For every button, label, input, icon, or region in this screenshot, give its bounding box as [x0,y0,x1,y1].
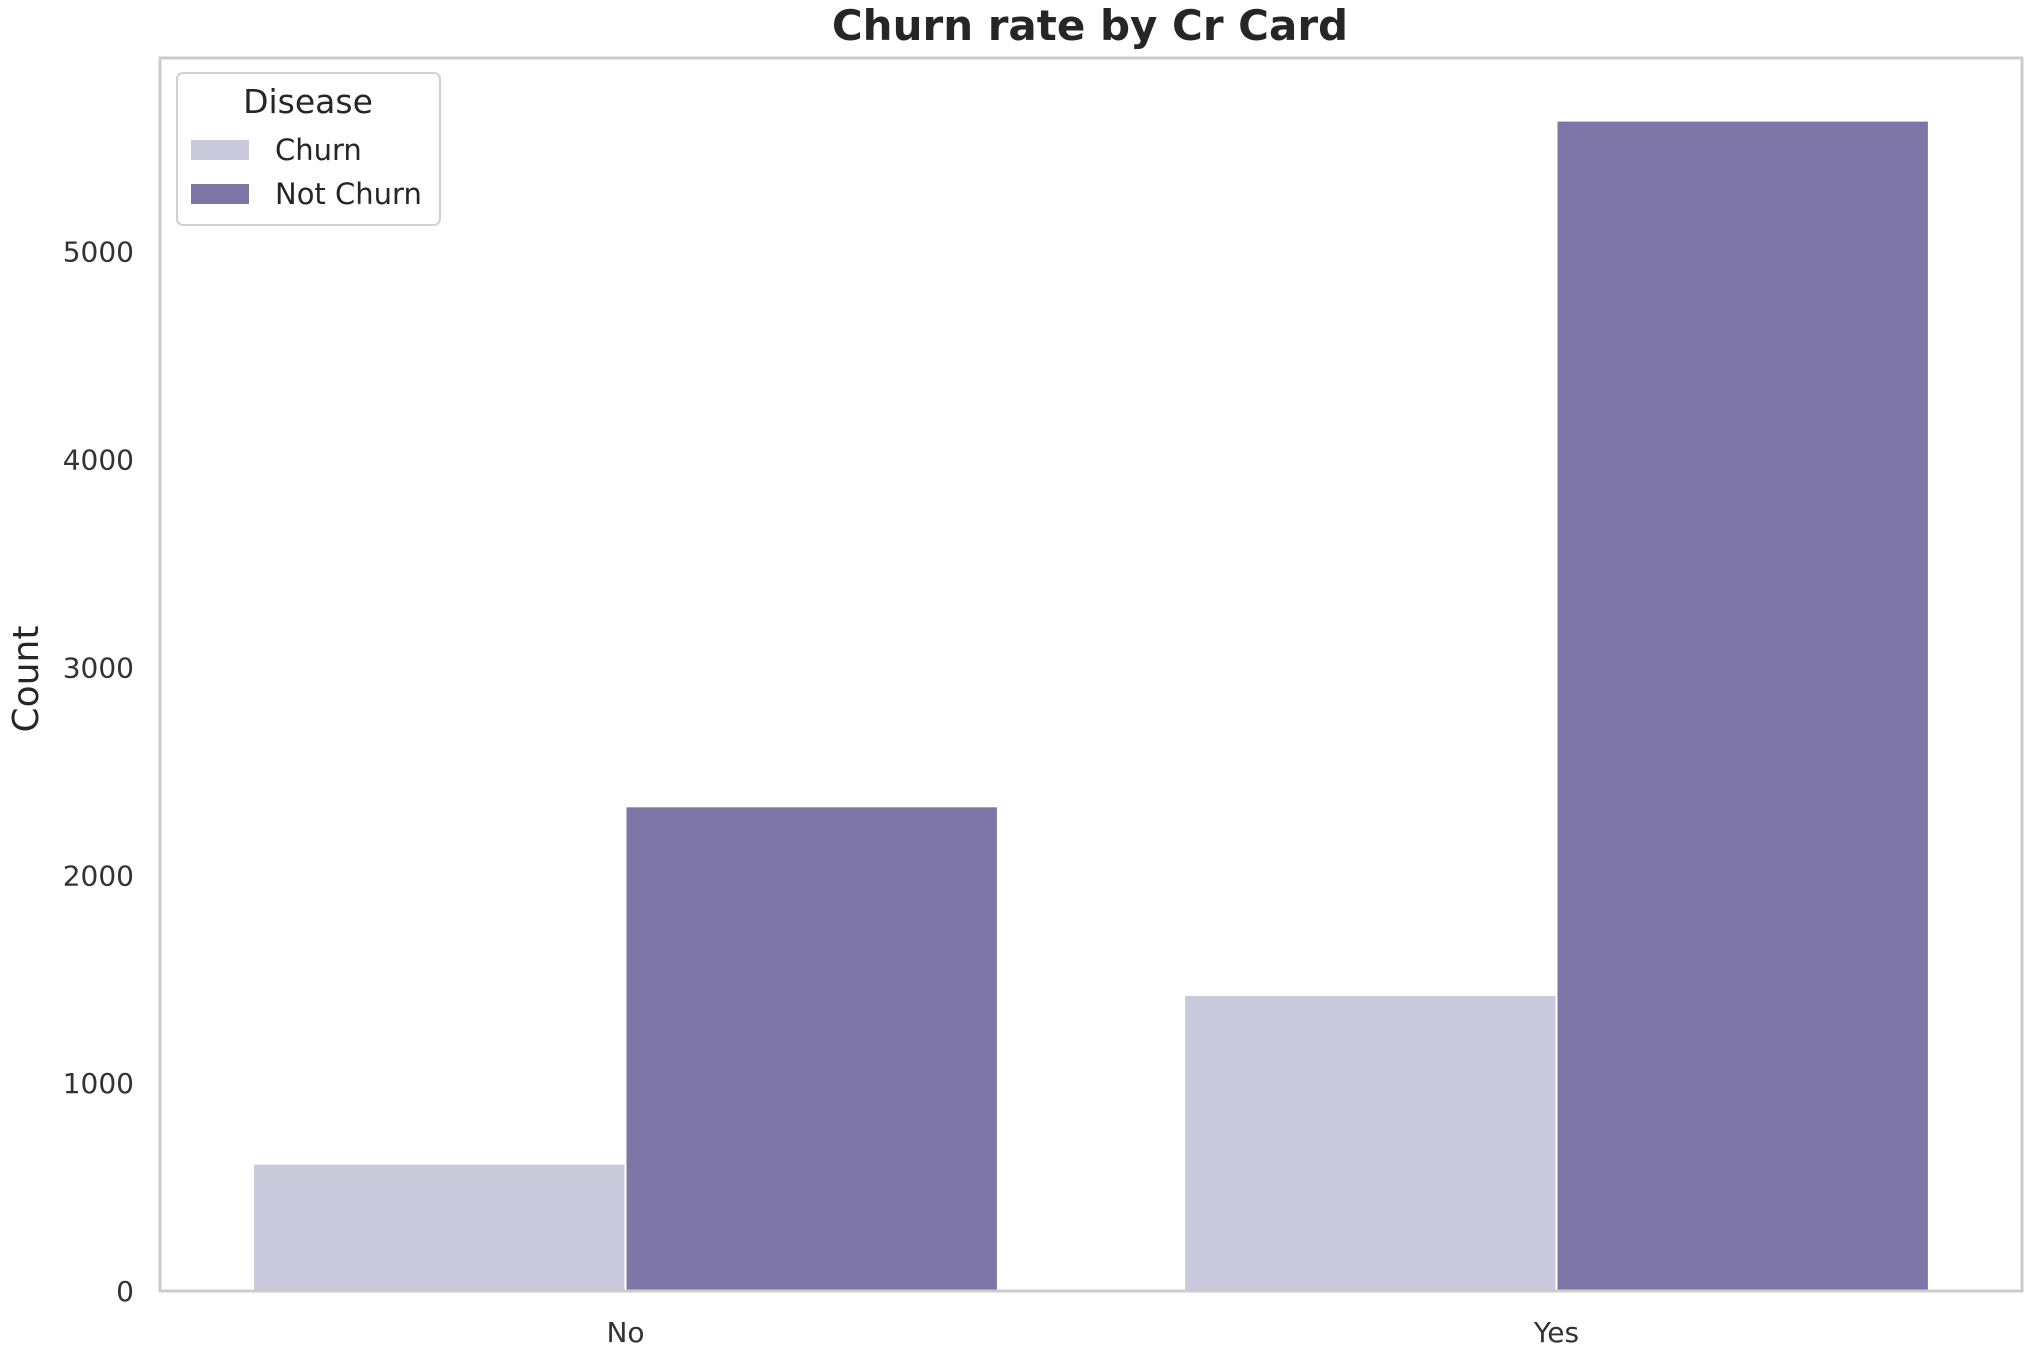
legend-swatch-churn [191,140,249,160]
bar-churn-no [252,1162,627,1292]
bar-not-churn-yes [1555,119,1930,1293]
y-tick-label: 5000 [63,236,134,269]
legend: Disease Churn Not Churn [176,72,441,226]
legend-title: Disease [243,82,373,121]
bars-group [252,119,1930,1293]
y-tick-label: 2000 [63,859,134,892]
legend-label-churn: Churn [275,133,362,167]
legend-swatch-not-churn [191,184,249,204]
legend-label-not-churn: Not Churn [275,177,422,211]
x-tick-label: No [606,1316,644,1349]
bar-churn-yes [1183,994,1558,1292]
y-axis-label: Count [6,626,47,733]
x-tick-label: Yes [1533,1316,1579,1349]
plot-frame [158,56,2024,1293]
x-ticks-group: No Yes [606,1316,1579,1349]
chart-title: Churn rate by Cr Card [832,1,1348,50]
bar-not-churn-no [624,805,999,1292]
legend-items: Churn Not Churn [191,133,422,211]
y-tick-label: 4000 [63,444,134,477]
y-tick-label: 3000 [63,651,134,684]
y-ticks-group: 0 1000 2000 3000 4000 5000 [63,236,134,1308]
y-tick-label: 1000 [63,1067,134,1100]
y-tick-label: 0 [116,1275,134,1308]
